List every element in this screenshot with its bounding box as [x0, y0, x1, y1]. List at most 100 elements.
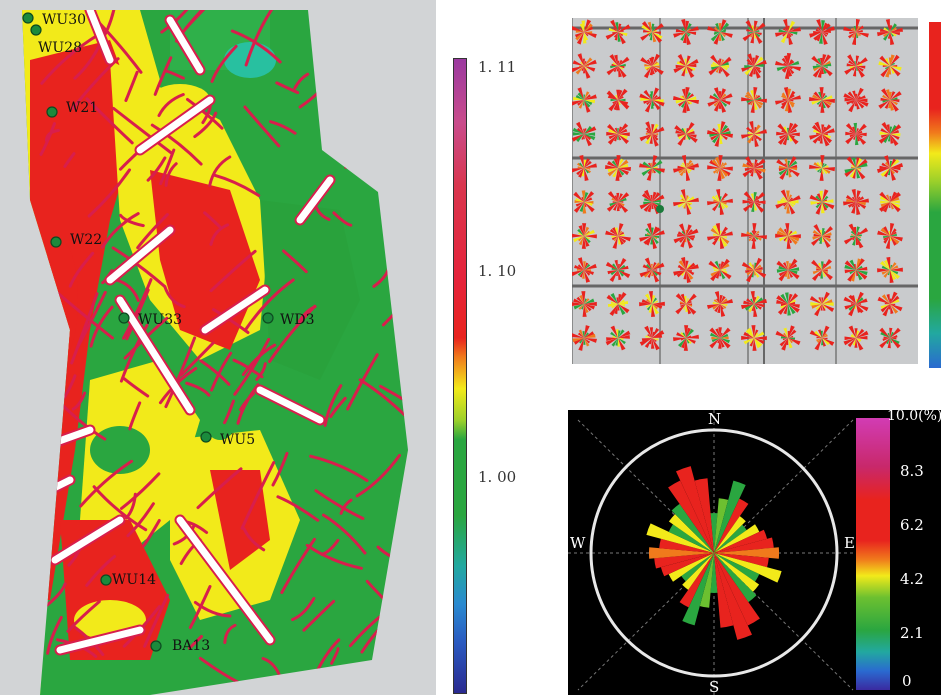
mini-rose-petal	[780, 336, 788, 339]
mini-rose-petal	[754, 134, 759, 140]
mini-rose-petal	[572, 66, 584, 73]
mini-rose-petal	[612, 100, 618, 104]
mini-rose-petal	[890, 196, 900, 202]
mini-rose-petal	[745, 270, 754, 274]
mini-rose-petal	[890, 236, 892, 242]
mini-rose-petal	[750, 100, 755, 113]
mini-rose-petal	[686, 338, 692, 344]
mini-rose-petal	[788, 168, 792, 178]
mini-rose-petal	[822, 92, 826, 100]
mini-rose-petal	[890, 166, 901, 171]
mini-rose-petal	[780, 198, 788, 202]
mini-rose-petal	[741, 134, 754, 139]
mini-rose	[639, 87, 665, 113]
mini-rose-petal	[712, 224, 720, 236]
mini-rose-petal	[720, 100, 731, 105]
mini-rose-petal	[784, 100, 789, 112]
mini-rose-petal	[851, 189, 856, 202]
mini-rose-petal	[811, 236, 822, 246]
mini-rose-petal	[720, 304, 727, 309]
mini-rose-petal	[581, 20, 585, 32]
mini-rose-petal	[822, 199, 834, 203]
mini-rose-petal	[719, 270, 722, 277]
fault-line	[143, 593, 170, 648]
colorbar-tick-min: 1. 00	[478, 468, 517, 486]
mini-rose-petal	[584, 128, 587, 134]
mini-rose-petal	[786, 236, 791, 249]
mini-rose-petal	[751, 202, 755, 212]
mini-rose-petal	[584, 191, 595, 202]
mini-rose-petal	[618, 223, 624, 236]
mini-rose-petal	[612, 32, 618, 35]
mini-rose-petal	[643, 202, 652, 212]
mini-rose-petal	[885, 194, 890, 202]
mini-rose-petal	[809, 97, 822, 102]
mini-rose-petal	[822, 32, 829, 35]
mini-rose	[811, 224, 833, 248]
mini-rose	[775, 223, 801, 249]
mini-rose-petal	[781, 66, 788, 72]
mini-rose-petal	[618, 56, 630, 66]
mini-rose-petal	[822, 63, 832, 67]
mini-rose-petal	[606, 131, 618, 136]
mini-rose	[572, 87, 597, 113]
mini-rose-petal	[752, 223, 757, 236]
fault-line	[85, 97, 134, 145]
mini-rose-petal	[754, 134, 759, 147]
mini-rose-petal	[639, 202, 652, 210]
mini-rose-petal	[584, 304, 592, 312]
mini-rose	[605, 19, 631, 45]
mini-rose-petal	[618, 66, 627, 78]
mini-rose-petal	[788, 134, 795, 139]
mini-rose-petal	[652, 66, 655, 75]
mini-rose-petal	[618, 330, 621, 338]
mini-rose-petal	[852, 32, 856, 45]
mini-rose-petal	[890, 32, 897, 37]
fault-line	[322, 513, 367, 555]
mini-rose-petal	[849, 32, 856, 35]
mini-rose-petal	[584, 332, 589, 338]
mini-rose-petal	[685, 260, 689, 270]
mini-rose-petal	[754, 56, 764, 66]
mini-rose-petal	[822, 304, 827, 309]
mini-rose-petal	[618, 264, 626, 270]
mini-rose-petal	[788, 329, 797, 338]
mini-rose-petal	[581, 134, 584, 140]
mini-rose-petal	[890, 299, 900, 304]
mini-rose-petal	[673, 337, 686, 342]
mini-rose-petal	[652, 32, 657, 43]
mini-rose-petal	[649, 134, 653, 144]
mini-rose	[708, 54, 732, 78]
mini-rose-petal	[753, 66, 756, 75]
mini-rose	[707, 87, 733, 113]
fault-line	[179, 341, 215, 377]
mini-rose-petal	[713, 100, 720, 107]
mini-rose-petal	[746, 231, 754, 236]
mini-rose-petal	[788, 270, 798, 275]
mini-rose-petal	[788, 167, 798, 171]
mini-rose-petal	[815, 304, 822, 311]
mini-rose-petal	[607, 168, 618, 177]
map-faults	[22, 10, 408, 684]
mini-rose	[605, 258, 631, 282]
mini-rose-petal	[707, 130, 720, 135]
mini-rose-petal	[715, 328, 720, 338]
mini-rose-petal	[618, 236, 622, 245]
mini-rose-petal	[613, 134, 618, 142]
mini-rose-petal	[584, 32, 589, 41]
mini-rose-petal	[710, 270, 720, 282]
mini-rose-petal	[683, 202, 686, 209]
mini-rose-petal	[646, 168, 652, 181]
mini-rose-petal	[584, 263, 591, 270]
mini-rose-petal	[751, 134, 754, 142]
mini-rose-petal	[713, 269, 720, 272]
mini-rose-petal	[754, 100, 758, 110]
mini-rose-petal	[576, 168, 584, 176]
mini-rose-petal	[618, 63, 626, 67]
mini-rose	[674, 122, 698, 146]
mini-rose-petal	[686, 202, 691, 206]
mini-rose-petal	[614, 259, 618, 270]
mini-rose-petal	[853, 134, 856, 140]
rose-petal	[668, 514, 714, 553]
mini-rose-petal	[844, 264, 856, 270]
